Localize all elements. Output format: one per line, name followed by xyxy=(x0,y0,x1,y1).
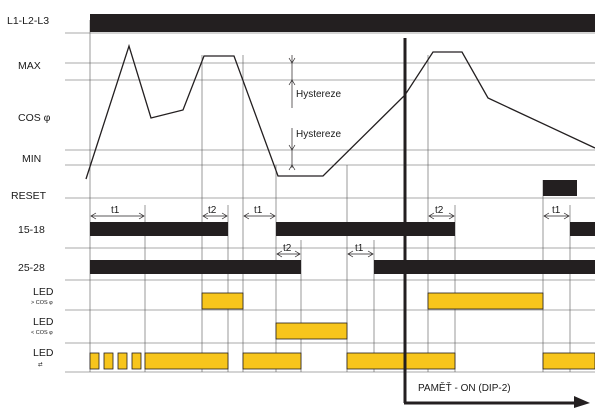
timer-label: t1 xyxy=(355,243,364,254)
reset-pulse xyxy=(543,180,577,196)
timer-marker-t1 xyxy=(90,212,145,220)
led-power-blink xyxy=(89,352,100,370)
label-cos: COS φ xyxy=(18,112,51,124)
timer-marker-t1 xyxy=(243,212,276,220)
led-power-blink xyxy=(117,352,128,370)
relay1-bar xyxy=(90,222,228,236)
label-relay-15-18: 15-18 xyxy=(18,224,45,236)
hysteresis-upper-arrow-top xyxy=(288,57,296,64)
label-relay-25-28: 25-28 xyxy=(18,262,45,274)
timer-marker-t2 xyxy=(428,212,455,220)
led-power-blink xyxy=(131,352,142,370)
led-power-segment xyxy=(242,352,302,370)
timer-marker-t1 xyxy=(347,250,374,258)
hysteresis-upper-label: Hystereze xyxy=(296,89,341,100)
timer-arrow-left xyxy=(428,212,435,220)
label-l1l2l3: L1-L2-L3 xyxy=(7,15,49,27)
timer-marker-t2 xyxy=(202,212,228,220)
timer-arrow-right xyxy=(294,250,301,258)
led-power-segment xyxy=(542,352,595,370)
hysteresis-upper-arrow-bottom xyxy=(288,79,296,86)
timer-label: t1 xyxy=(552,205,561,216)
label-reset: RESET xyxy=(11,190,47,202)
cos-phi-waveform xyxy=(85,43,595,180)
label-max: MAX xyxy=(18,60,41,72)
event-lines xyxy=(89,20,571,372)
timer-label: t1 xyxy=(254,205,263,216)
timer-arrow-left xyxy=(202,212,209,220)
timer-arrow-left xyxy=(90,212,97,220)
label-led-upper-sub: > COS φ xyxy=(31,300,53,306)
timer-arrow-right xyxy=(221,212,228,220)
timer-arrow-left xyxy=(276,250,283,258)
hysteresis-lower-arrow-top xyxy=(288,144,296,151)
led-upper-segment xyxy=(201,292,244,310)
label-led-lower-sub: < COS φ xyxy=(31,330,53,336)
timer-arrow-left xyxy=(543,212,550,220)
hysteresis-upper-marker xyxy=(288,55,296,108)
timer-arrow-right xyxy=(269,212,276,220)
relay2-bar xyxy=(90,260,301,274)
relay1-bar xyxy=(276,222,455,236)
label-led-power-sub: ⇄ xyxy=(38,361,43,368)
hysteresis-lower-marker xyxy=(288,128,296,171)
label-min: MIN xyxy=(22,153,41,165)
relay2-bar xyxy=(374,260,595,274)
led-power-blink xyxy=(103,352,114,370)
timer-arrow-right xyxy=(448,212,455,220)
memory-arrow xyxy=(403,38,590,408)
label-led-lower: LED xyxy=(33,316,54,328)
timer-marker-t2 xyxy=(276,250,301,258)
timer-label: t1 xyxy=(111,205,120,216)
label-led-power: LED xyxy=(33,347,54,359)
hysteresis-lower-label: Hystereze xyxy=(296,129,341,140)
relay1-bar xyxy=(570,222,595,236)
timer-arrow-left xyxy=(347,250,354,258)
timer-arrow-left xyxy=(243,212,250,220)
led-power-segment xyxy=(144,352,229,370)
led-upper-segment xyxy=(427,292,544,310)
timer-marker-t1 xyxy=(543,212,570,220)
timer-arrow-right xyxy=(367,250,374,258)
led-lower-segment xyxy=(275,322,348,340)
memory-label: PAMĚŤ - ON (DIP-2) xyxy=(418,381,511,394)
row-grid xyxy=(65,32,595,373)
timer-arrow-right xyxy=(138,212,145,220)
timer-label: t2 xyxy=(435,205,444,216)
memory-arrowhead xyxy=(574,396,590,408)
timer-arrow-right xyxy=(563,212,570,220)
timer-label: t2 xyxy=(208,205,217,216)
led-power-segment xyxy=(346,352,456,370)
label-led-upper: LED xyxy=(33,286,54,298)
supply-bar xyxy=(90,14,595,32)
timer-label: t2 xyxy=(283,243,292,254)
hysteresis-lower-arrow-bottom xyxy=(288,164,296,171)
